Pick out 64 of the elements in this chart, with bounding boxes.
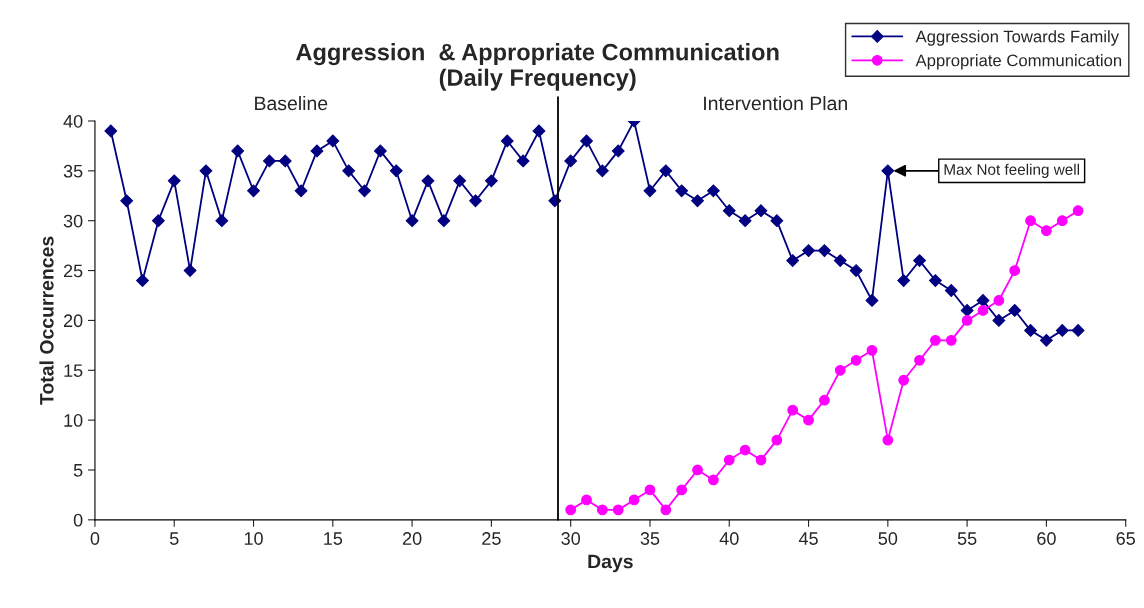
- point: [1025, 215, 1036, 227]
- text: Baseline: [255, 95, 328, 111]
- point: [1056, 215, 1068, 227]
- y-tick-label: 35: [63, 164, 83, 178]
- point: [914, 354, 925, 366]
- point: [565, 504, 577, 516]
- point: [581, 494, 592, 506]
- point: [850, 354, 862, 366]
- point: [834, 364, 846, 376]
- legend-label: Aggression Towards Family: [915, 30, 1120, 46]
- point: [945, 334, 957, 346]
- point: [755, 454, 767, 466]
- point: [644, 484, 656, 496]
- x-tick-label: 35: [640, 532, 660, 545]
- point: [819, 394, 830, 406]
- annotation: Max Not feeling well: [944, 163, 1080, 178]
- x-tick-label: 55: [957, 532, 977, 545]
- y-tick-label: 10: [64, 414, 83, 427]
- y-tick-label: 40: [63, 114, 83, 128]
- chart-title: Aggression & Appropriate Communication (Daily Frequency): [296, 43, 779, 91]
- point: [660, 504, 672, 516]
- point: [803, 414, 814, 426]
- legend-label: Appropriate Communication: [915, 54, 1122, 70]
- point: [1072, 205, 1084, 217]
- point: [961, 315, 973, 326]
- point: [692, 464, 703, 476]
- point: [771, 434, 783, 446]
- point: [898, 374, 910, 386]
- x-tick-label: 65: [1116, 532, 1135, 545]
- point: [1009, 265, 1021, 276]
- x-tick-label: 25: [482, 532, 501, 545]
- point: [1041, 225, 1052, 237]
- x-tick-label: 5: [169, 532, 179, 545]
- y-tick-label: 0: [73, 513, 83, 527]
- x-tick-label: 40: [719, 532, 739, 545]
- y-tick-label: 20: [63, 314, 83, 328]
- x-tick-label: 20: [402, 532, 422, 545]
- point: [676, 484, 688, 496]
- point: [739, 444, 751, 456]
- point: [977, 305, 989, 316]
- y-tick-label: 30: [63, 214, 83, 228]
- x-tick-label: 50: [878, 532, 898, 545]
- point: [882, 434, 894, 446]
- point: [612, 504, 624, 516]
- x-tick-label: 10: [244, 532, 263, 545]
- x-tick-label: 0: [90, 532, 100, 545]
- point: [628, 494, 640, 506]
- y-tick-label: 5: [73, 464, 83, 477]
- y-tick-label: 25: [63, 264, 83, 278]
- point: [723, 454, 735, 466]
- point: [787, 404, 799, 416]
- x-tick-label: 15: [324, 532, 343, 545]
- y-tick-label: 15: [64, 364, 83, 377]
- x-tick-label: 45: [798, 532, 818, 545]
- text: Intervention Plan: [704, 95, 847, 111]
- point: [930, 334, 941, 346]
- x-axis-title: Days: [588, 554, 633, 573]
- x-tick-label: 60: [1037, 532, 1056, 545]
- point: [993, 295, 1005, 306]
- point: [866, 344, 878, 356]
- y-axis-title: Total Occurrences: [39, 236, 54, 405]
- point: [708, 474, 719, 486]
- point: [597, 504, 608, 516]
- x-tick-label: 30: [561, 532, 581, 545]
